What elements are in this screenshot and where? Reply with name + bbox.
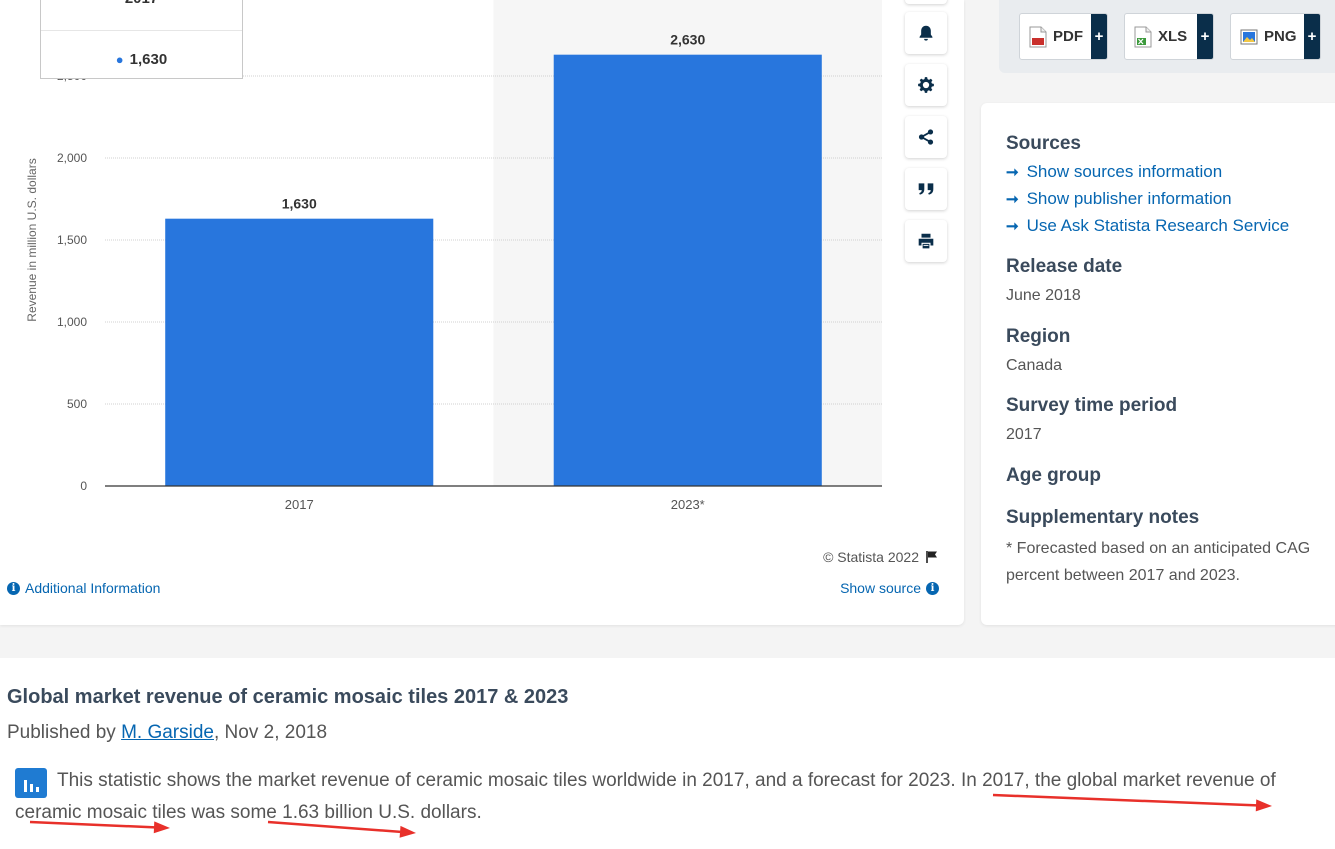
- show-source-label: Show source: [840, 580, 921, 596]
- tooltip-value-text: 1,630: [129, 51, 168, 68]
- bar: [553, 54, 822, 487]
- tooltip-value: ● 1,630: [41, 51, 242, 68]
- info-icon: i: [7, 581, 20, 595]
- quote-icon: [918, 183, 934, 195]
- article-title: Global market revenue of ceramic mosaic …: [7, 686, 569, 708]
- xls-label: XLS: [1158, 28, 1188, 45]
- y-tick-label: 1,500: [57, 233, 87, 247]
- sources-heading: Sources: [1006, 133, 1081, 154]
- x-tick-label: 2023*: [671, 497, 705, 512]
- survey-period-value: 2017: [1006, 426, 1042, 443]
- y-tick-label: 2,000: [57, 151, 87, 165]
- supplementary-notes-line1: * Forecasted based on an anticipated CAG: [1006, 540, 1311, 557]
- data-label: 1,630: [282, 196, 317, 212]
- pdf-file-icon: [1029, 26, 1047, 47]
- release-date-heading: Release date: [1006, 256, 1123, 277]
- x-tick-label: 2017: [285, 497, 314, 512]
- png-file-icon: [1240, 29, 1258, 44]
- tooltip-dot-icon: ●: [115, 52, 124, 67]
- description-text: This statistic shows the market revenue …: [15, 770, 1276, 823]
- additional-information-label: Additional Information: [25, 580, 161, 596]
- download-pdf-button[interactable]: PDF +: [1019, 13, 1108, 60]
- notification-button[interactable]: [905, 12, 947, 54]
- show-sources-label: Show sources information: [1026, 162, 1223, 181]
- share-button[interactable]: [905, 116, 947, 158]
- published-date: , Nov 2, 2018: [214, 722, 328, 743]
- show-source-link[interactable]: Show source i: [840, 580, 939, 596]
- bar: [165, 218, 434, 486]
- flag-icon[interactable]: [925, 550, 939, 564]
- share-icon: [918, 129, 934, 145]
- statistic-details-panel: Sources ➞ Show sources information ➞ Show …: [981, 103, 1335, 625]
- article-description: This statistic shows the market revenue …: [15, 766, 1335, 827]
- download-xls-button[interactable]: XLS +: [1124, 13, 1214, 60]
- survey-period-heading: Survey time period: [1006, 395, 1178, 416]
- print-button[interactable]: [905, 220, 947, 262]
- pdf-plus-icon: +: [1091, 14, 1107, 59]
- show-publisher-link[interactable]: ➞ Show publisher information: [1006, 189, 1232, 209]
- download-png-button[interactable]: PNG +: [1230, 13, 1321, 60]
- supplementary-notes-line2: percent between 2017 and 2023.: [1006, 567, 1240, 584]
- published-prefix: Published by: [7, 722, 122, 743]
- release-date-value: June 2018: [1006, 287, 1081, 304]
- xls-file-icon: [1134, 26, 1152, 47]
- chart-tooltip: 2017 ● 1,630: [40, 0, 243, 79]
- region-heading: Region: [1006, 326, 1071, 347]
- chart-card: 05001,0001,5002,0002,5001,63020172,63020…: [0, 0, 964, 625]
- settings-button[interactable]: [905, 64, 947, 106]
- supplementary-notes-text: * Forecasted based on an anticipated CAG…: [1006, 535, 1335, 589]
- y-tick-label: 500: [67, 397, 87, 411]
- gear-icon: [918, 77, 934, 93]
- copyright-text: © Statista 2022: [823, 549, 919, 565]
- show-publisher-label: Show publisher information: [1026, 189, 1232, 208]
- y-tick-label: 1,000: [57, 315, 87, 329]
- article-byline: Published by M. Garside, Nov 2, 2018: [7, 722, 327, 744]
- research-service-label: Use Ask Statista Research Service: [1026, 216, 1290, 235]
- arrow-right-icon: ➞: [1006, 191, 1019, 208]
- data-label: 2,630: [670, 32, 705, 48]
- bar-chart: 05001,0001,5002,0002,5001,63020172,63020…: [25, 0, 882, 512]
- info-icon: i: [926, 581, 939, 595]
- age-group-heading: Age group: [1006, 465, 1101, 486]
- tool-button-top[interactable]: [905, 0, 947, 4]
- y-tick-label: 0: [80, 479, 87, 493]
- region-value: Canada: [1006, 357, 1063, 374]
- additional-information-link[interactable]: i Additional Information: [7, 580, 160, 596]
- download-panel: PDF + XLS + PNG +: [999, 0, 1335, 73]
- supplementary-notes-heading: Supplementary notes: [1006, 507, 1200, 528]
- tooltip-title: 2017: [41, 0, 242, 31]
- y-axis-label: Revenue in million U.S. dollars: [25, 158, 39, 321]
- print-icon: [918, 233, 934, 249]
- show-sources-link[interactable]: ➞ Show sources information: [1006, 162, 1222, 182]
- xls-plus-icon: +: [1197, 14, 1213, 59]
- pdf-label: PDF: [1053, 28, 1083, 45]
- bell-icon: [919, 25, 933, 41]
- copyright: © Statista 2022: [823, 549, 939, 565]
- statistic-icon: [15, 768, 47, 798]
- png-plus-icon: +: [1304, 14, 1320, 59]
- cite-button[interactable]: [905, 168, 947, 210]
- research-service-link[interactable]: ➞ Use Ask Statista Research Service: [1006, 216, 1289, 236]
- png-label: PNG: [1264, 28, 1297, 45]
- arrow-right-icon: ➞: [1006, 164, 1019, 181]
- article-section: Global market revenue of ceramic mosaic …: [0, 658, 1335, 849]
- author-link[interactable]: M. Garside: [121, 722, 214, 743]
- arrow-right-icon: ➞: [1006, 218, 1019, 235]
